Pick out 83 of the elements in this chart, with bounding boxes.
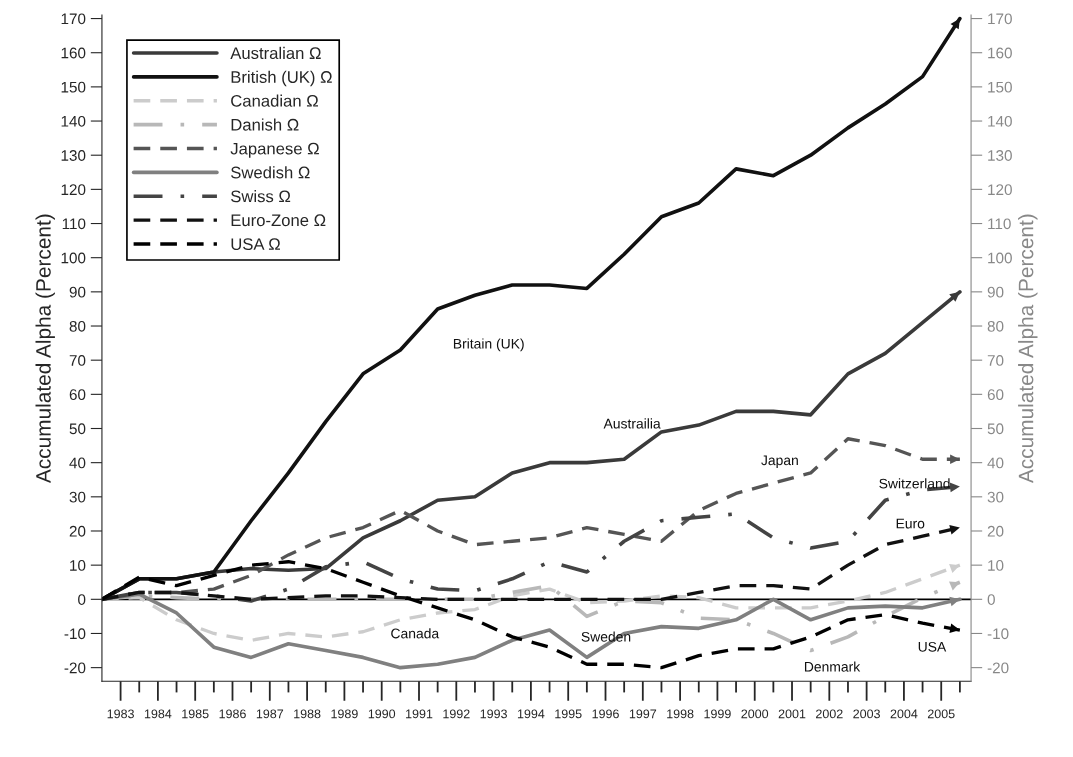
y-tick-label: 80 [69, 320, 86, 332]
x-tick-label: 1992 [443, 709, 470, 719]
y2-tick-label: 40 [987, 457, 1004, 469]
annotation: Switzerland [879, 478, 950, 489]
y-tick-label: 10 [70, 560, 86, 571]
x-tick-label: 1993 [480, 709, 507, 719]
y2-tick-label: -10 [987, 628, 1009, 640]
y2-tick-label: 100 [988, 252, 1012, 264]
y2-tick-label: 170 [988, 13, 1012, 25]
y-tick-label: 50 [69, 423, 86, 435]
annotation: Austrailia [603, 418, 661, 429]
x-tick-label: 1994 [517, 709, 545, 719]
legend-label: British (UK) Ω [231, 70, 332, 87]
y2-tick-label: 70 [987, 355, 1004, 366]
x-tick-label: 1987 [256, 709, 284, 719]
x-tick-label: 1999 [704, 709, 731, 719]
y2-tick-label: 90 [987, 286, 1004, 298]
y-tick-label: -20 [64, 662, 86, 674]
x-tick-label: 2002 [816, 709, 843, 719]
y-tick-label: 150 [61, 81, 86, 93]
y2-tick-label: 20 [987, 525, 1004, 537]
legend-label: Japanese Ω [230, 142, 319, 158]
x-tick-label: 1997 [629, 709, 657, 719]
y-axis-title: Accumulated Alpha (Percent) [35, 214, 55, 484]
x-tick-label: 1988 [294, 709, 321, 719]
x-tick-label: 1990 [368, 709, 396, 719]
y2-tick-label: 120 [988, 184, 1012, 196]
x-tick-label: 2004 [890, 709, 918, 719]
legend-label: Swedish Ω [231, 166, 310, 179]
y2-tick-label: 130 [988, 150, 1012, 161]
y-tick-label: 30 [69, 491, 86, 503]
y-tick-label: 70 [69, 355, 86, 366]
legend-label: Australian Ω [230, 46, 321, 60]
x-tick-label: 1983 [107, 709, 134, 719]
x-tick-label: 1998 [667, 709, 694, 719]
x-tick-label: 2000 [741, 709, 769, 719]
y2-tick-label: 110 [988, 218, 1011, 230]
y-tick-label: 160 [61, 47, 86, 59]
annotation: Japan [761, 455, 798, 468]
y-tick-label: 130 [61, 150, 86, 161]
annotation: Denmark [804, 661, 861, 672]
y2-tick-label: 10 [988, 560, 1004, 571]
y-tick-label: 20 [69, 525, 86, 537]
y2-tick-label: 50 [987, 423, 1004, 435]
y2-tick-label: 150 [988, 81, 1012, 93]
x-tick-label: 1985 [182, 709, 209, 719]
y2-axis-title: Accumulated Alpha (Percent) [1018, 214, 1038, 484]
annotation: Britain (UK) [453, 338, 524, 352]
y-tick-label: 140 [61, 115, 86, 127]
annotation: Sweden [581, 631, 631, 642]
legend-label: Euro-Zone Ω [231, 214, 326, 227]
y-tick-label: 90 [69, 286, 86, 298]
annotation: Canada [391, 628, 440, 639]
x-tick-label: 2001 [778, 709, 806, 719]
y-tick-label: 100 [61, 252, 86, 264]
y-tick-label: -10 [64, 628, 86, 640]
x-tick-label: 1991 [406, 709, 433, 719]
y-tick-label: 120 [61, 184, 86, 196]
legend-label: Swiss Ω [231, 190, 291, 203]
y2-tick-label: 140 [988, 115, 1012, 127]
y-tick-label: 170 [61, 13, 86, 25]
y-tick-label: 0 [78, 594, 86, 605]
legend-label: Danish Ω [231, 118, 299, 131]
y2-tick-label: 60 [987, 389, 1004, 401]
x-tick-label: 1986 [219, 709, 246, 719]
x-tick-label: 2003 [853, 709, 880, 719]
y2-tick-label: 160 [988, 47, 1012, 59]
y2-tick-label: 80 [987, 320, 1004, 332]
annotation: Euro [896, 518, 925, 529]
y-tick-label: 110 [62, 218, 86, 230]
annotation: USA [918, 641, 947, 652]
y2-tick-label: -20 [987, 662, 1009, 674]
x-tick-label: 2005 [927, 709, 955, 719]
x-tick-label: 1984 [144, 709, 172, 719]
y-tick-label: 60 [69, 389, 86, 401]
legend-label: USA Ω [231, 238, 280, 251]
y-tick-label: 40 [69, 457, 86, 469]
y2-tick-label: 30 [987, 491, 1004, 503]
y2-tick-label: 0 [987, 594, 995, 605]
x-tick-label: 1995 [555, 709, 582, 719]
x-tick-label: 1996 [592, 709, 619, 719]
x-tick-label: 1989 [331, 709, 358, 719]
legend-label: Canadian Ω [231, 94, 318, 107]
